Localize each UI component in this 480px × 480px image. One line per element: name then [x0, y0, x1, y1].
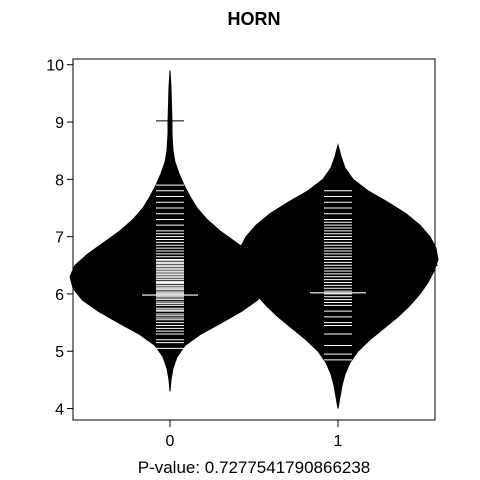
- bean-1: [237, 143, 439, 409]
- bean-0: [69, 70, 271, 392]
- x-axis-label: P-value: 0.7277541790866238: [138, 458, 371, 477]
- y-tick-label: 8: [55, 172, 64, 189]
- y-tick-label: 9: [55, 115, 64, 132]
- x-tick-label: 1: [334, 433, 343, 450]
- x-tick-label: 0: [166, 433, 175, 450]
- plot-frame: [72, 58, 436, 421]
- y-tick-label: 5: [55, 344, 64, 361]
- chart-title: HORN: [228, 9, 281, 29]
- y-axis: 4 5 6 7 8 9 10: [46, 58, 73, 419]
- y-tick-label: 7: [55, 230, 64, 247]
- beans-layer: [69, 70, 439, 409]
- y-tick-label: 4: [55, 402, 64, 419]
- y-tick-label: 10: [46, 58, 64, 75]
- y-tick-label: 6: [55, 287, 64, 304]
